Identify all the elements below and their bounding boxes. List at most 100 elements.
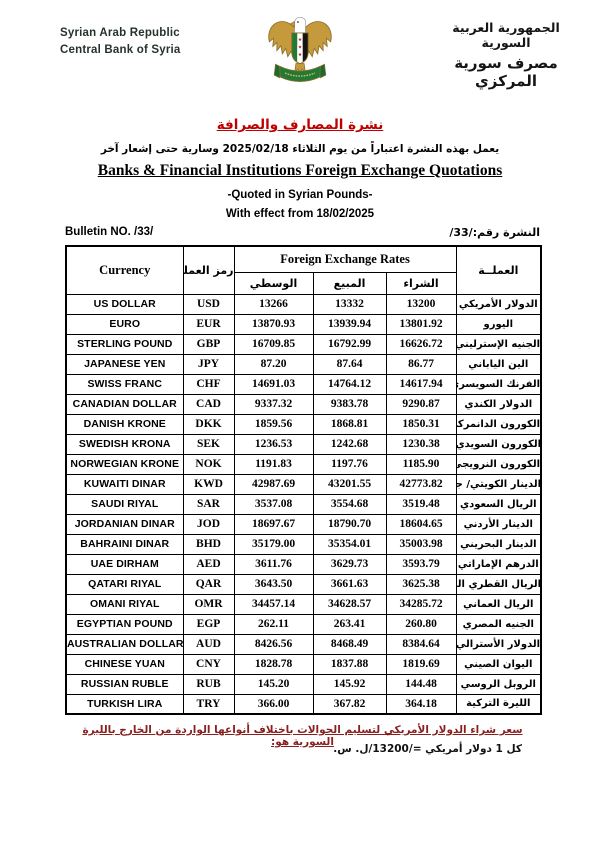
currency-code: AED (182, 553, 235, 575)
table-row: BAHRAINI DINAR BHD 35179.00 35354.01 350… (65, 533, 542, 555)
currency-name-ar: الجنيه الإسترليني (455, 333, 542, 355)
table-row: CHINESE YUAN CNY 1828.78 1837.88 1819.69… (65, 653, 542, 675)
sell-rate: 3629.73 (312, 553, 387, 575)
col-header-mid: الوسطي (233, 271, 314, 295)
table-row: TURKISH LIRA TRY 366.00 367.82 364.18 ال… (65, 693, 542, 715)
table-row: DANISH KRONE DKK 1859.56 1868.81 1850.31… (65, 413, 542, 435)
sell-rate: 145.92 (312, 673, 387, 695)
currency-name-ar: الكورون السويدي (455, 433, 542, 455)
buy-rate: 13801.92 (385, 313, 457, 335)
sell-rate: 18790.70 (312, 513, 387, 535)
mid-rate: 262.11 (233, 613, 314, 635)
currency-name-ar: الدينار الكويتي/ جديد (455, 473, 542, 495)
sell-rate: 3661.63 (312, 573, 387, 595)
buy-rate: 260.80 (385, 613, 457, 635)
currency-name-en: EGYPTIAN POUND (65, 613, 184, 635)
mid-rate: 1828.78 (233, 653, 314, 675)
table-row: UAE DIRHAM AED 3611.76 3629.73 3593.79 ا… (65, 553, 542, 575)
bank-arabic-logo-line2: مصرف سورية المركزي (454, 54, 558, 90)
currency-code: QAR (182, 573, 235, 595)
col-header-currency-ar: العملــة (455, 245, 542, 295)
buy-rate: 35003.98 (385, 533, 457, 555)
currency-code: TRY (182, 693, 235, 715)
table-row: KUWAITI DINAR KWD 42987.69 43201.55 4277… (65, 473, 542, 495)
currency-code: JPY (182, 353, 235, 375)
buy-rate: 13200 (385, 293, 457, 315)
currency-name-en: CANADIAN DOLLAR (65, 393, 184, 415)
currency-name-en: JORDANIAN DINAR (65, 513, 184, 535)
table-row: STERLING POUND GBP 16709.85 16792.99 166… (65, 333, 542, 355)
currency-code: CHF (182, 373, 235, 395)
mid-rate: 366.00 (233, 693, 314, 715)
currency-name-ar: الكورون الدانمركي (455, 413, 542, 435)
currency-name-ar: الليرة التركية (455, 693, 542, 715)
col-header-code: رمز العملة (182, 245, 235, 295)
currency-name-ar: الريال السعودي (455, 493, 542, 515)
mid-rate: 9337.32 (233, 393, 314, 415)
table-row: EURO EUR 13870.93 13939.94 13801.92 اليو… (65, 313, 542, 335)
mid-rate: 14691.03 (233, 373, 314, 395)
currency-name-en: QATARI RIYAL (65, 573, 184, 595)
mid-rate: 34457.14 (233, 593, 314, 615)
currency-name-ar: الريال العماني (455, 593, 542, 615)
table-row: SWEDISH KRONA SEK 1236.53 1242.68 1230.3… (65, 433, 542, 455)
bank-arabic-logo-line1: الجمهورية العربية السورية (452, 20, 560, 50)
org-name-block: Syrian Arab Republic Central Bank of Syr… (60, 25, 181, 59)
mid-rate: 1191.83 (233, 453, 314, 475)
currency-name-ar: الريال القطري الجديد (455, 573, 542, 595)
currency-name-en: UAE DIRHAM (65, 553, 184, 575)
currency-code: KWD (182, 473, 235, 495)
currency-code: USD (182, 293, 235, 315)
country-name: Syrian Arab Republic (60, 27, 180, 39)
col-header-sell: المبيع (312, 271, 387, 295)
table-row: SAUDI RIYAL SAR 3537.08 3554.68 3519.48 … (65, 493, 542, 515)
quoted-in-line: -Quoted in Syrian Pounds- (227, 189, 373, 201)
currency-name-en: CHINESE YUAN (65, 653, 184, 675)
currency-name-en: AUSTRALIAN DOLLAR (65, 633, 184, 655)
effective-date-english: With effect from 18/02/2025 (225, 208, 375, 220)
currency-code: JOD (182, 513, 235, 535)
sell-rate: 16792.99 (312, 333, 387, 355)
mid-rate: 16709.85 (233, 333, 314, 355)
table-row: SWISS FRANC CHF 14691.03 14764.12 14617.… (65, 373, 542, 395)
currency-name-en: SWISS FRANC (65, 373, 184, 395)
svg-text:★: ★ (298, 45, 302, 51)
currency-code: OMR (182, 593, 235, 615)
currency-name-en: TURKISH LIRA (65, 693, 184, 715)
mid-rate: 3643.50 (233, 573, 314, 595)
table-row: JORDANIAN DINAR JOD 18697.67 18790.70 18… (65, 513, 542, 535)
buy-rate: 1185.90 (385, 453, 457, 475)
currency-code: EGP (182, 613, 235, 635)
sell-rate: 35354.01 (312, 533, 387, 555)
svg-text:★: ★ (298, 52, 302, 58)
buy-rate: 9290.87 (385, 393, 457, 415)
sell-rate: 367.82 (312, 693, 387, 715)
currency-code: DKK (182, 413, 235, 435)
sell-rate: 14764.12 (312, 373, 387, 395)
col-header-currency-en: Currency (65, 245, 184, 295)
central-bank-emblem-icon: ★ ★ ★ (268, 16, 332, 82)
currency-name-ar: الدينار الأردني (455, 513, 542, 535)
mid-rate: 87.20 (233, 353, 314, 375)
sell-rate: 8468.49 (312, 633, 387, 655)
currency-name-en: SAUDI RIYAL (65, 493, 184, 515)
sell-rate: 263.41 (312, 613, 387, 635)
buy-rate: 144.48 (385, 673, 457, 695)
mid-rate: 35179.00 (233, 533, 314, 555)
currency-name-en: JAPANESE YEN (65, 353, 184, 375)
sell-rate: 1242.68 (312, 433, 387, 455)
currency-name-ar: الروبل الروسي (455, 673, 542, 695)
table-row: JAPANESE YEN JPY 87.20 87.64 86.77 الين … (65, 353, 542, 375)
currency-code: NOK (182, 453, 235, 475)
table-row: NORWEGIAN KRONE NOK 1191.83 1197.76 1185… (65, 453, 542, 475)
sell-rate: 13939.94 (312, 313, 387, 335)
buy-rate: 8384.64 (385, 633, 457, 655)
mid-rate: 8426.56 (233, 633, 314, 655)
buy-rate: 42773.82 (385, 473, 457, 495)
mid-rate: 13266 (233, 293, 314, 315)
rates-table-body: US DOLLAR USD 13266 13332 13200 الدولار … (65, 293, 542, 715)
transfer-rate-note: سعر شراء الدولار الأمريكي لتسليم الحوالا… (82, 724, 523, 748)
sell-rate: 13332 (312, 293, 387, 315)
currency-code: CAD (182, 393, 235, 415)
